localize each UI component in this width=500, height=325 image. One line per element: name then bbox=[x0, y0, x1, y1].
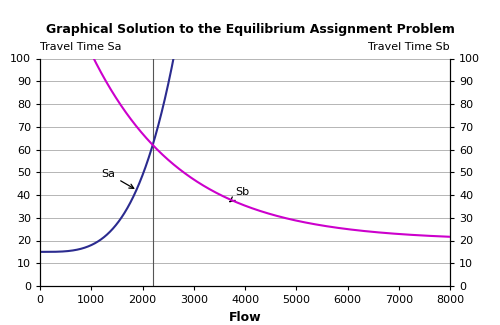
Text: Travel Time Sb: Travel Time Sb bbox=[368, 42, 450, 52]
X-axis label: Flow: Flow bbox=[228, 311, 262, 324]
Text: Travel Time Sa: Travel Time Sa bbox=[40, 42, 121, 52]
Text: Sa: Sa bbox=[102, 169, 134, 188]
Text: Sb: Sb bbox=[230, 187, 249, 202]
Text: Graphical Solution to the Equilibrium Assignment Problem: Graphical Solution to the Equilibrium As… bbox=[46, 23, 455, 36]
